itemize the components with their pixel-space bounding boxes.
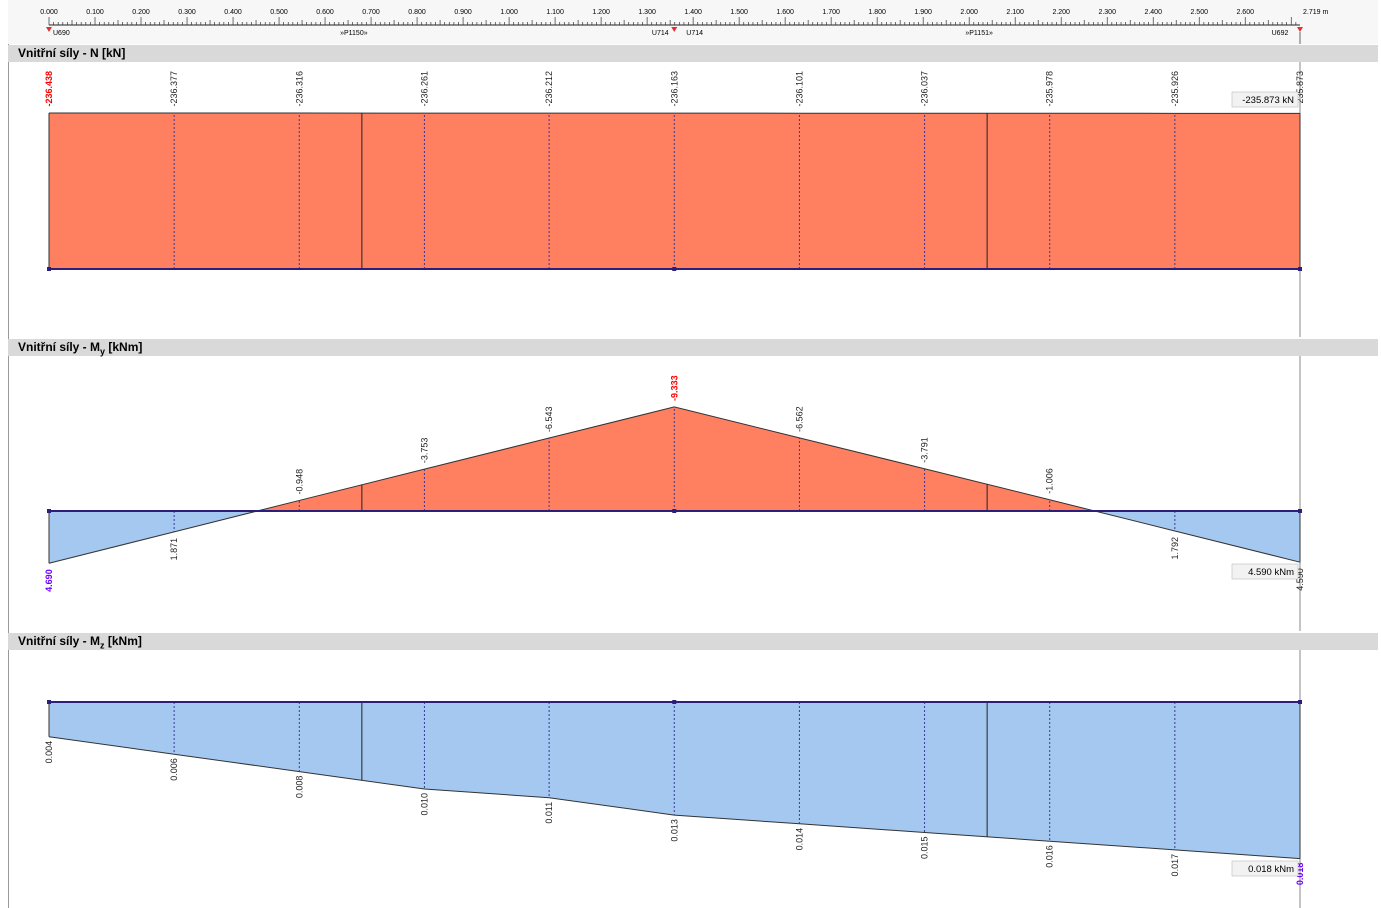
value-label: 0.011 <box>544 802 554 824</box>
diagram-fill-positive-value <box>49 511 258 564</box>
value-label: -6.562 <box>794 406 804 432</box>
value-label: 0.018 <box>1295 863 1305 886</box>
value-label: -3.791 <box>920 437 930 463</box>
ruler-tick-label: 1.400 <box>684 9 702 16</box>
ruler-tick-label: 0.600 <box>316 9 334 16</box>
ruler-node-label: U714 <box>652 30 669 37</box>
ruler-member-label: »P1151» <box>965 30 993 37</box>
ruler-tick-label: 0.900 <box>454 9 472 16</box>
ruler-tick-label: 1.500 <box>730 9 748 16</box>
ruler-member-label: »P1150» <box>340 30 368 37</box>
ruler-tick-label: 0.200 <box>132 9 150 16</box>
value-label: -235.978 <box>1045 71 1055 107</box>
value-label: -0.948 <box>294 469 304 495</box>
value-label: 235.873 <box>1295 71 1305 104</box>
ruler-start-marker <box>46 27 52 32</box>
ruler-tick-label: 0.400 <box>224 9 242 16</box>
node-marker <box>672 267 677 271</box>
node-marker <box>47 509 51 513</box>
ruler-tick-label: 0.100 <box>86 9 104 16</box>
end-value-box <box>1231 91 1299 108</box>
ruler-tick-label: 2.300 <box>1098 9 1116 16</box>
ruler-tick-label: 0.000 <box>40 9 58 16</box>
value-label: 1.792 <box>1170 537 1180 560</box>
value-label: -236.438 <box>44 71 54 107</box>
end-value-box <box>1231 860 1299 877</box>
value-label: -235.926 <box>1170 71 1180 107</box>
ruler-tick-label: 2.600 <box>1236 9 1254 16</box>
ruler-tick-label: 0.300 <box>178 9 196 16</box>
ruler-tick-label: 2.400 <box>1144 9 1162 16</box>
ruler: 0.000 0.100 0.200 0.300 0.400 0.500 0.600 0.700… <box>8 0 1378 44</box>
node-marker <box>1298 509 1302 513</box>
value-label: 0.010 <box>419 793 429 816</box>
ruler-tick-label: 0.700 <box>362 9 380 16</box>
ruler-tick-label: 2.200 <box>1052 9 1070 16</box>
ruler-tick-label: 1.000 <box>500 9 518 16</box>
value-label: 4.690 <box>44 569 54 592</box>
ruler-tick-label: 1.300 <box>638 9 656 16</box>
value-label: -236.101 <box>794 71 804 107</box>
node-marker <box>1298 267 1302 271</box>
value-label: -6.543 <box>544 407 554 433</box>
value-label: -236.377 <box>169 71 179 107</box>
node-marker <box>672 509 677 513</box>
ruler-node-label: U714 <box>686 30 703 37</box>
value-label: 1.871 <box>169 538 179 561</box>
ruler-tick-label: 0.800 <box>408 9 426 16</box>
panel-title-n: Vnitřní síly - N [kN] <box>8 45 1378 62</box>
value-label: 0.013 <box>669 819 679 842</box>
end-value-label: -235.873 kN <box>1242 95 1294 106</box>
end-value-box <box>1231 563 1299 580</box>
ruler-end-marker <box>1297 27 1303 32</box>
value-label: -236.037 <box>920 71 930 107</box>
value-label: -9.333 <box>669 375 679 401</box>
ruler-tick-label: 1.800 <box>868 9 886 16</box>
chart-moment-y: 4.690 1.871 -0.948 -3.753 -6.543 -9.333 -6.562… <box>44 356 1305 631</box>
ruler-tick-label: 2.000 <box>960 9 978 16</box>
panel-title-my: Vnitřní síly - My [kNm] <box>8 339 1378 356</box>
ruler-tick-label: 1.700 <box>822 9 840 16</box>
value-label: 0.008 <box>294 776 304 799</box>
value-label: 0.015 <box>920 837 930 860</box>
left-border <box>8 44 9 908</box>
ruler-tick-label: 2.500 <box>1190 9 1208 16</box>
value-label: -236.212 <box>544 71 554 107</box>
node-marker <box>1298 700 1302 704</box>
ruler-tick-label: 1.200 <box>592 9 610 16</box>
node-marker <box>47 700 51 704</box>
panel-title-mz: Vnitřní síly - Mz [kNm] <box>8 633 1378 650</box>
ruler-tick-label: 1.900 <box>914 9 932 16</box>
value-label: 0.006 <box>169 758 179 781</box>
ruler-tick-label: 1.600 <box>776 9 794 16</box>
chart-normal-force: -236.438 -236.377 -236.316 -236.261 -236.212… <box>44 62 1305 337</box>
diagram-fill-negative-value <box>257 406 1095 511</box>
ruler-tick-label: 1.100 <box>546 9 564 16</box>
ruler-tick-label: 2.100 <box>1006 9 1024 16</box>
ruler-end-label: 2.719 m <box>1303 9 1328 16</box>
value-label: 0.004 <box>44 741 54 764</box>
value-label: -236.316 <box>294 71 304 107</box>
node-marker <box>47 267 51 271</box>
value-label: 0.017 <box>1170 854 1180 877</box>
ruler-node-label: U692 <box>1272 30 1289 37</box>
chart-moment-z: 0.004 0.006 0.008 0.010 0.011 0.013 0.014 0.015… <box>44 650 1305 908</box>
end-value-label: 4.590 kNm <box>1248 567 1294 578</box>
value-label: -236.261 <box>419 71 429 107</box>
value-label: 0.016 <box>1045 845 1055 868</box>
end-value-label: 0.018 kNm <box>1248 864 1294 875</box>
node-marker <box>672 700 677 704</box>
value-label: 0.014 <box>794 828 804 851</box>
ruler-node-label: U690 <box>53 30 70 37</box>
value-label: -236.163 <box>669 71 679 107</box>
value-label: -1.006 <box>1045 468 1055 494</box>
value-label: 4.590 <box>1295 568 1305 591</box>
ruler-tick-label: 0.500 <box>270 9 288 16</box>
ruler-node-marker <box>671 27 678 32</box>
value-label: -3.753 <box>419 438 429 464</box>
